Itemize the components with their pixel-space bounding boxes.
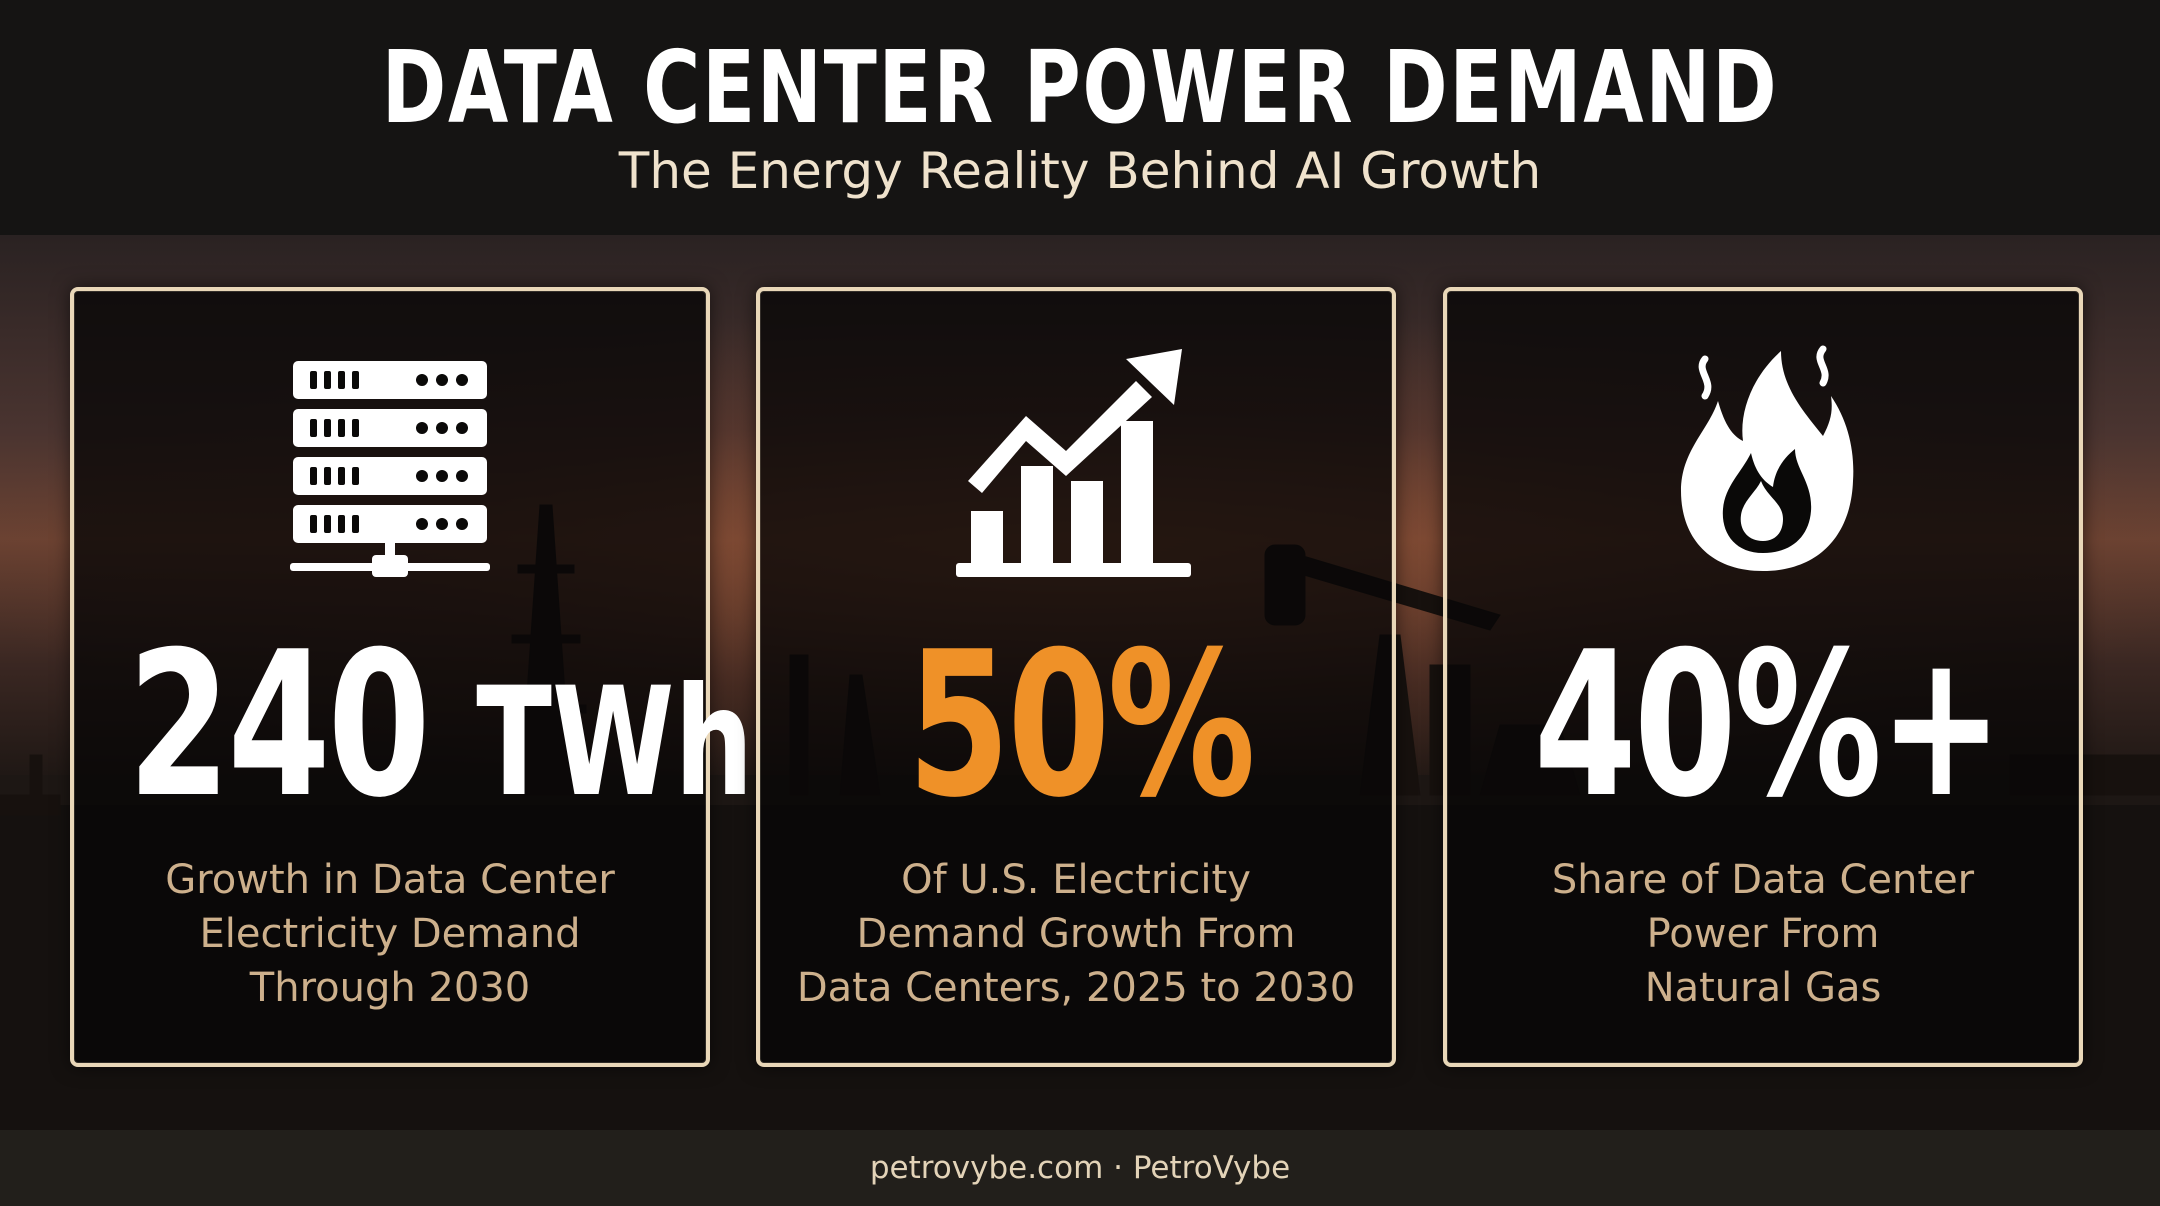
description-line: Of U.S. Electricity <box>901 857 1251 903</box>
flame-icon <box>1681 345 1854 571</box>
stat-value: 50% <box>907 609 1255 842</box>
stat-value: 240 TWh <box>128 621 754 848</box>
description-line: Through 2030 <box>249 965 531 1011</box>
server-rack-icon <box>290 361 490 577</box>
footer-bar: petrovybe.com · PetroVybe <box>0 1130 2160 1206</box>
stat-unit: TWh <box>476 656 754 830</box>
stat-card-gas: 40%+ Share of Data Center Power From Nat… <box>1443 287 2083 1067</box>
growth-chart-icon <box>956 349 1191 577</box>
footer-credit: petrovybe.com · PetroVybe <box>869 1150 1291 1186</box>
stat-number: 240 <box>127 609 431 842</box>
description-line: Share of Data Center <box>1551 857 1975 903</box>
description-line: Electricity Demand <box>199 911 581 957</box>
stat-description: Growth in Data Center Electricity Demand… <box>74 853 706 1015</box>
stat-description: Share of Data Center Power From Natural … <box>1447 853 2079 1015</box>
stat-card-energy: 240 TWh Growth in Data Center Electricit… <box>70 287 754 1067</box>
stat-value: 40%+ <box>1533 609 2003 842</box>
stat-description: Of U.S. Electricity Demand Growth From D… <box>760 853 1392 1015</box>
description-line: Data Centers, 2025 to 2030 <box>796 965 1356 1011</box>
header-bar: DATA CENTER POWER DEMAND The Energy Real… <box>0 0 2160 235</box>
description-line: Demand Growth From <box>856 911 1296 957</box>
page-title: DATA CENTER POWER DEMAND <box>381 29 1779 146</box>
description-line: Natural Gas <box>1644 965 1882 1011</box>
stat-card-share: 50% Of U.S. Electricity Demand Growth Fr… <box>756 287 1396 1067</box>
description-line: Power From <box>1646 911 1880 957</box>
description-line: Growth in Data Center <box>165 857 615 903</box>
page-subtitle: The Energy Reality Behind AI Growth <box>618 142 1542 200</box>
